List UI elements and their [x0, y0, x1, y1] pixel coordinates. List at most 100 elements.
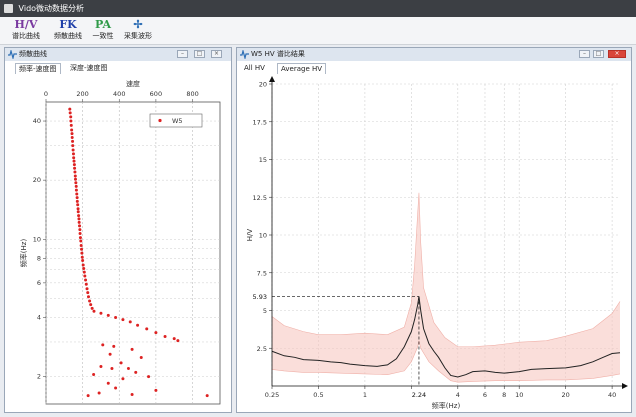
x-tick-label: 1: [363, 391, 367, 399]
pa-icon: PA: [94, 18, 111, 31]
data-point: [86, 291, 90, 295]
data-point: [114, 386, 118, 390]
data-point: [81, 263, 85, 267]
x-tick-label: 20: [562, 391, 570, 399]
data-point: [106, 381, 110, 385]
minimize-button[interactable]: –: [177, 50, 188, 58]
tab-depth-velocity[interactable]: 深度-速度图: [70, 64, 108, 72]
close-button[interactable]: ×: [608, 50, 626, 58]
tab-all-hv[interactable]: All HV: [244, 64, 265, 72]
data-point: [121, 318, 125, 322]
data-point: [76, 210, 80, 214]
data-point: [85, 287, 89, 291]
waveform-icon: [8, 50, 17, 59]
data-point: [71, 144, 75, 148]
close-button[interactable]: ×: [211, 50, 222, 58]
data-point: [205, 394, 209, 398]
x-tick-label: 10: [515, 391, 523, 399]
data-point: [71, 152, 75, 156]
data-point: [86, 394, 90, 398]
data-point: [126, 366, 130, 370]
data-point: [154, 331, 158, 335]
x-tick-label: 0.5: [313, 391, 323, 399]
data-point: [130, 393, 134, 397]
fk-dispersion-label: 频散曲线: [54, 32, 82, 40]
waveform-button[interactable]: ✢ 采集波形: [118, 18, 158, 41]
data-point: [176, 339, 180, 343]
y-tick-label: 2.5: [257, 345, 267, 353]
x-tick-label: 4: [456, 391, 460, 399]
data-point: [75, 192, 79, 196]
data-point: [78, 224, 82, 228]
data-point: [89, 303, 93, 307]
data-point: [97, 391, 101, 395]
data-point: [68, 107, 72, 111]
y-tick-label: 5: [263, 307, 267, 315]
data-point: [83, 274, 87, 278]
peak-y-label: 5.93: [253, 293, 267, 301]
x-tick-label: 400: [113, 90, 125, 98]
data-point: [110, 366, 114, 370]
data-point: [76, 207, 80, 211]
pa-consistency-label: 一致性: [92, 32, 114, 40]
data-point: [74, 181, 78, 185]
data-point: [74, 188, 78, 192]
y-tick-label: 40: [33, 117, 41, 125]
y-tick-label: 8: [37, 254, 41, 262]
data-point: [75, 196, 79, 200]
x-tick-label: 0.25: [265, 391, 279, 399]
data-point: [99, 365, 103, 369]
app-title: Vido微动数据分析: [18, 4, 85, 13]
pa-consistency-button[interactable]: PA 一致性: [86, 18, 120, 41]
tab-average-hv[interactable]: Average HV: [277, 63, 327, 74]
x-tick-label: 8: [502, 391, 506, 399]
waveform-icon: [240, 50, 249, 59]
waveform-icon: ✢: [133, 18, 143, 31]
data-point: [69, 115, 73, 119]
plot-frame: [45, 101, 221, 405]
hv-ratio-button[interactable]: H/V 谱比曲线: [6, 18, 46, 41]
data-point: [73, 170, 77, 174]
legend-marker: [158, 118, 162, 123]
data-point: [81, 258, 85, 262]
y-axis-label: 频率(Hz): [19, 239, 28, 268]
maximize-button[interactable]: □: [194, 50, 205, 58]
data-point: [128, 320, 132, 324]
waveform-label: 采集波形: [124, 32, 152, 40]
tab-frequency-velocity[interactable]: 频率-速度图: [15, 63, 61, 74]
data-point: [71, 139, 75, 143]
data-point: [108, 352, 112, 356]
maximize-button[interactable]: □: [593, 50, 604, 58]
app-titlebar: Vido微动数据分析: [0, 0, 636, 17]
data-point: [74, 184, 78, 188]
data-point: [77, 214, 81, 218]
data-point: [99, 311, 103, 315]
x-tick-label: 6: [483, 391, 487, 399]
data-point: [75, 199, 79, 203]
data-point: [73, 177, 77, 181]
data-point: [106, 313, 110, 317]
x-tick-label: 40: [608, 391, 616, 399]
data-point: [78, 232, 82, 236]
data-point: [77, 217, 81, 221]
data-point: [82, 266, 86, 270]
fk-dispersion-button[interactable]: FK 频散曲线: [48, 18, 88, 41]
data-point: [70, 132, 74, 136]
data-point: [80, 251, 84, 255]
x-tick-label: 200: [76, 90, 88, 98]
data-point: [112, 344, 116, 348]
data-point: [80, 247, 84, 251]
data-point: [73, 174, 77, 178]
data-point: [84, 278, 88, 282]
data-point: [90, 306, 94, 310]
data-point: [114, 315, 118, 319]
data-point: [101, 343, 105, 347]
data-point: [82, 270, 86, 274]
hv-chart: 2.5 5 7.5 10 12.5 15 17.5 20 0.25 0.5 1 4 6 8 10 20 40 5.…: [238, 74, 630, 412]
minimize-button[interactable]: –: [579, 50, 590, 58]
x-axis-arrow: [622, 383, 628, 389]
dispersion-panel-title: 频散曲线: [19, 50, 47, 58]
data-point: [69, 119, 73, 123]
y-axis-label: H/V: [246, 229, 254, 242]
data-point: [121, 377, 125, 381]
